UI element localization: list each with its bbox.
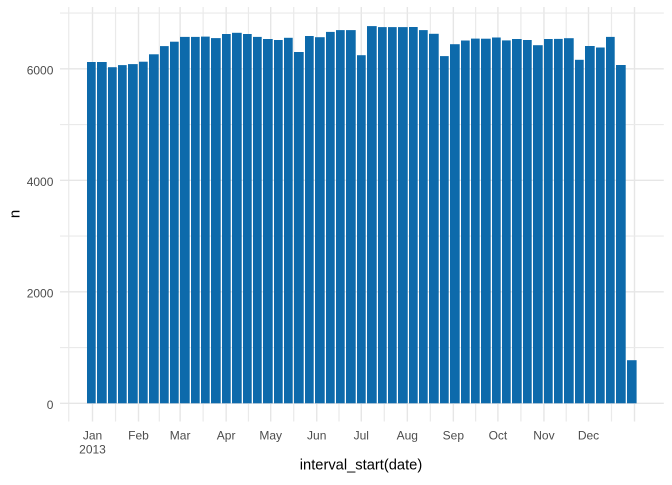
svg-text:4000: 4000 bbox=[27, 175, 54, 189]
svg-text:n: n bbox=[7, 210, 24, 218]
svg-text:Jan: Jan bbox=[83, 429, 102, 443]
svg-text:May: May bbox=[259, 429, 282, 443]
svg-text:Sep: Sep bbox=[443, 429, 465, 443]
svg-text:0: 0 bbox=[47, 398, 54, 412]
svg-text:Dec: Dec bbox=[578, 429, 599, 443]
svg-text:Jun: Jun bbox=[307, 429, 326, 443]
svg-text:Oct: Oct bbox=[489, 429, 508, 443]
svg-text:Feb: Feb bbox=[128, 429, 149, 443]
svg-text:2013: 2013 bbox=[79, 443, 106, 457]
svg-text:Nov: Nov bbox=[533, 429, 554, 443]
svg-text:Aug: Aug bbox=[397, 429, 418, 443]
svg-text:2000: 2000 bbox=[27, 287, 54, 301]
svg-text:6000: 6000 bbox=[27, 64, 54, 78]
svg-text:interval_start(date): interval_start(date) bbox=[300, 458, 422, 474]
svg-text:Jul: Jul bbox=[354, 429, 369, 443]
svg-text:Apr: Apr bbox=[217, 429, 236, 443]
svg-text:Mar: Mar bbox=[170, 429, 191, 443]
